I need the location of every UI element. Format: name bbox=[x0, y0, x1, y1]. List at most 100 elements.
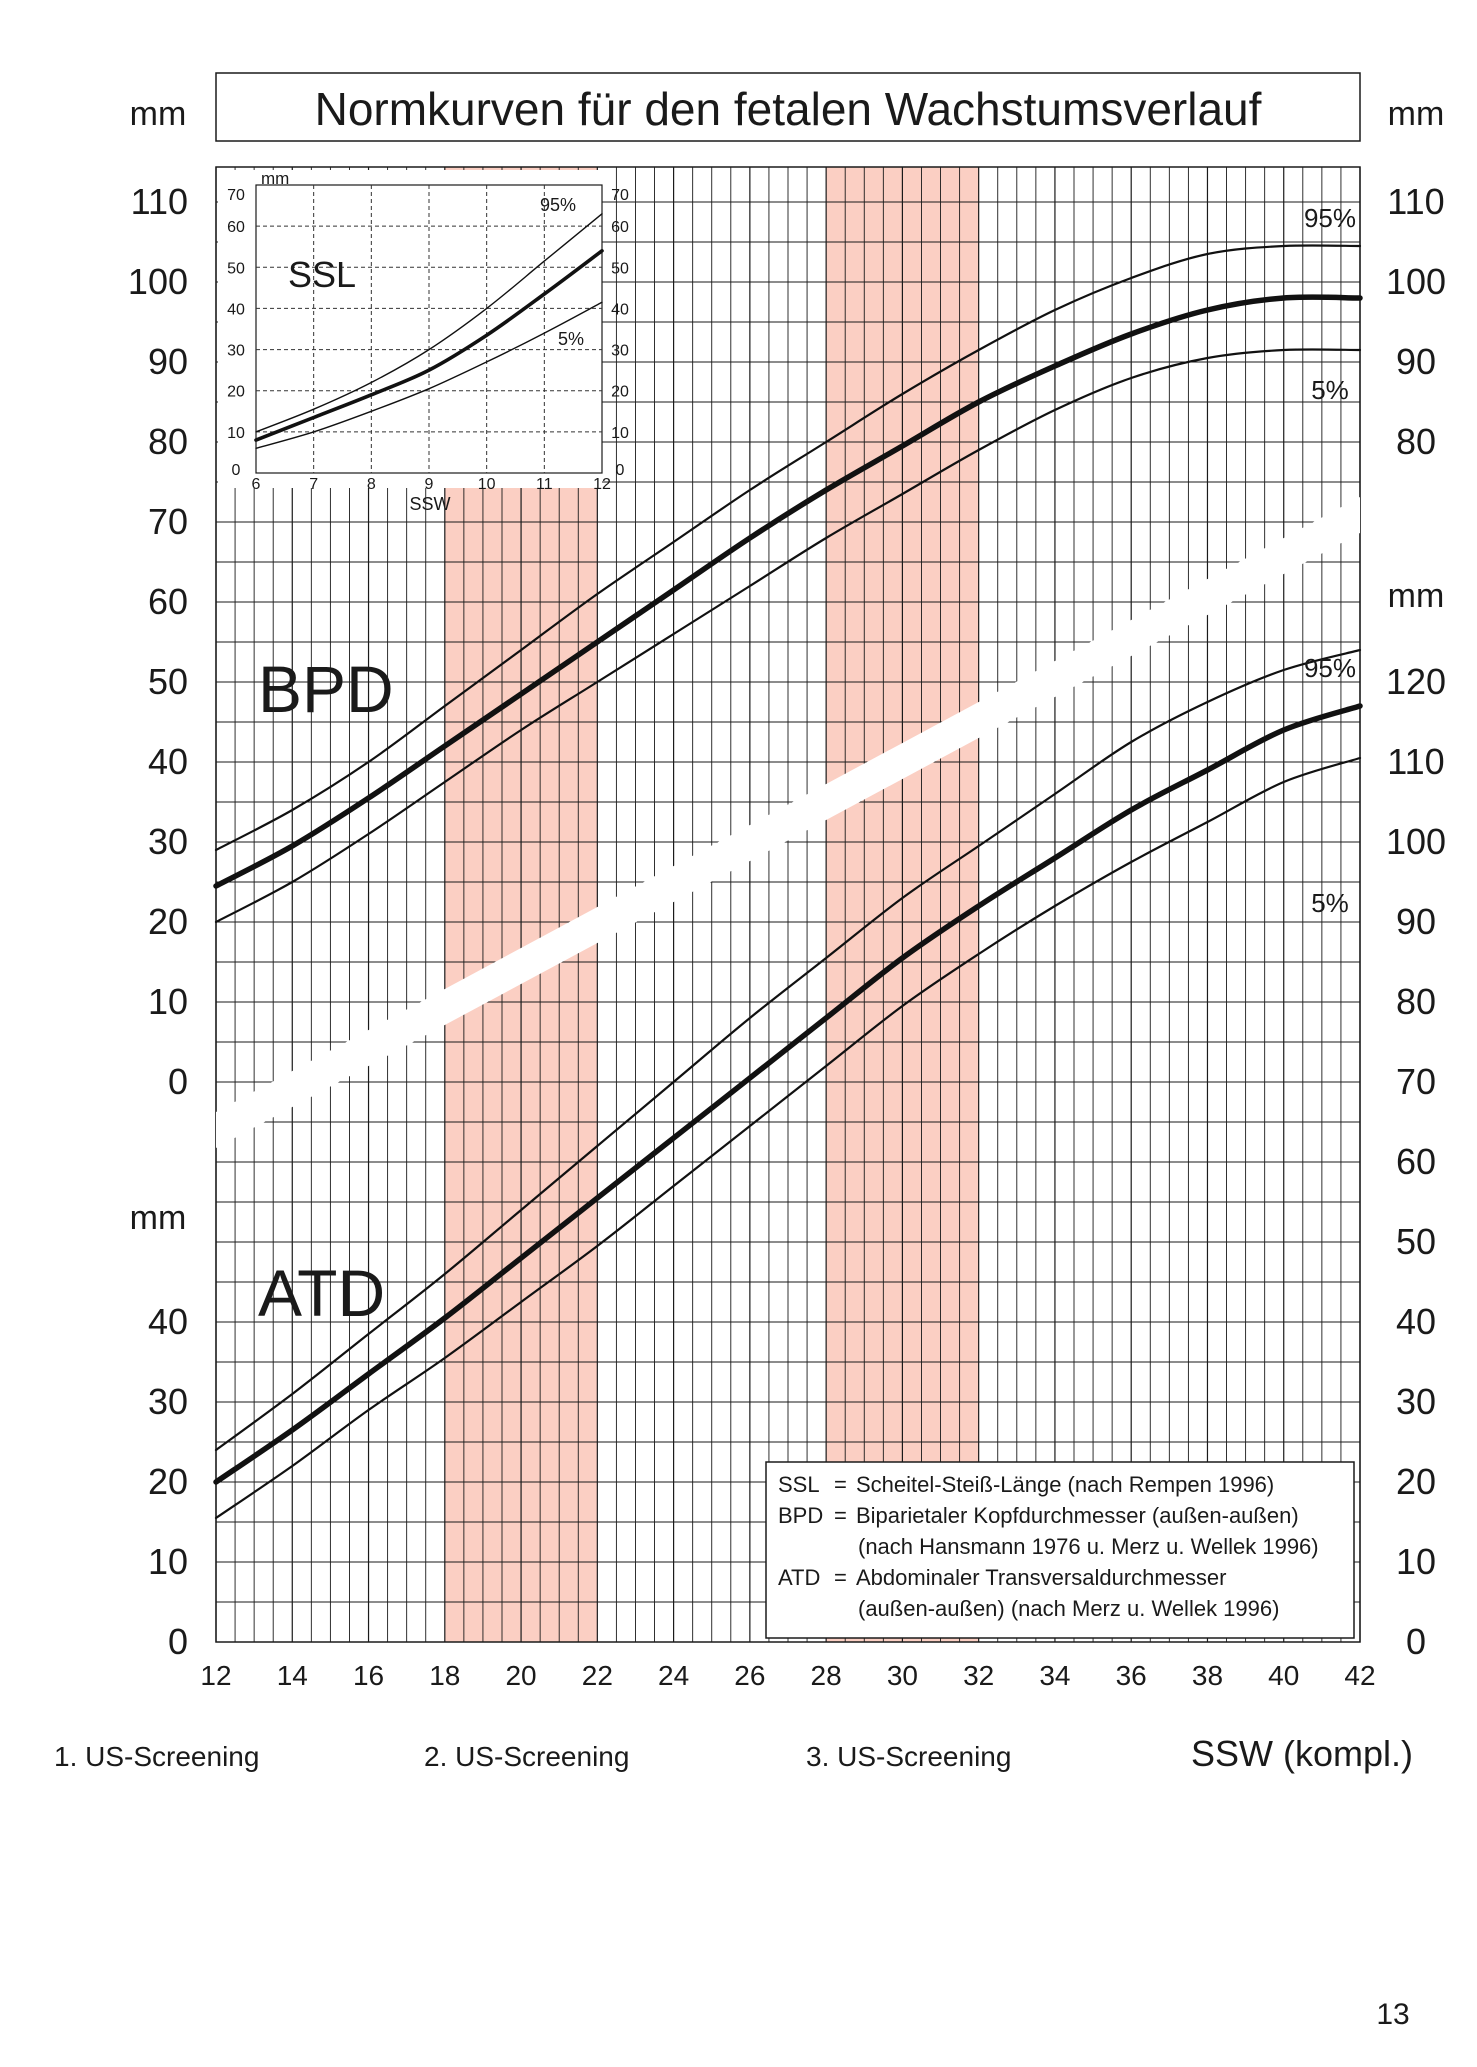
atd-5-label: 5% bbox=[1311, 888, 1349, 918]
x-tick: 32 bbox=[963, 1660, 994, 1691]
legend-box: SSL = Scheitel-Steiß-Länge (nach Rempen 19… bbox=[765, 1461, 1355, 1639]
legend-text: Biparietaler Kopfdurchmesser (außen-auße… bbox=[856, 1503, 1299, 1528]
page-number: 13 bbox=[1376, 1998, 1409, 2031]
atd-label: ATD bbox=[258, 1256, 385, 1330]
atd-unit-label-left: mm bbox=[130, 1199, 187, 1237]
ssl-y-tick-left: 60 bbox=[227, 219, 245, 236]
x-tick: 20 bbox=[505, 1660, 536, 1691]
atd-curve-95pct bbox=[214, 648, 1362, 1452]
atd-left-y-tick: 20 bbox=[148, 1461, 188, 1502]
atd-left-y-tick: 10 bbox=[148, 1541, 188, 1582]
ssl-y-tick-right: 20 bbox=[611, 384, 629, 401]
bpd-y-tick: 0 bbox=[168, 1061, 188, 1102]
ssl-y-tick-left: 20 bbox=[227, 384, 245, 401]
ssl-y-tick-right: 50 bbox=[611, 260, 629, 277]
ssl-y-tick-right: 10 bbox=[611, 425, 629, 442]
ssl-y-tick-right: 30 bbox=[611, 343, 629, 360]
bpd-curve-95pct bbox=[214, 244, 1362, 852]
atd-left-tick-labels: 0 10 20 30 40 bbox=[148, 1301, 188, 1662]
bpd-y-tick: 40 bbox=[148, 741, 188, 782]
title-box bbox=[215, 72, 1361, 142]
bpd-curve-5pct bbox=[214, 348, 1362, 924]
ssl-y-tick-right: 40 bbox=[611, 301, 629, 318]
ssl-label: SSL bbox=[288, 254, 356, 295]
legend-text: Abdominaler Transversaldurchmesser bbox=[856, 1565, 1227, 1590]
bpd-label: BPD bbox=[258, 652, 394, 726]
screening-label-2: 2. US-Screening bbox=[424, 1741, 629, 1772]
bpd-right-y-tick: 90 bbox=[1396, 341, 1436, 382]
bpd-y-tick: 80 bbox=[148, 421, 188, 462]
ssl-x-tick: 7 bbox=[309, 476, 318, 493]
ssl-x-tick: 12 bbox=[593, 476, 611, 493]
bpd-y-tick: 20 bbox=[148, 901, 188, 942]
ssl-5-label: 5% bbox=[558, 329, 584, 349]
x-tick-labels: 12 14 16 18 20 22 24 26 28 30 32 34 36 38 40 42 bbox=[200, 1660, 1375, 1691]
ssl-y-tick-left: 0 bbox=[232, 462, 241, 479]
x-tick: 36 bbox=[1116, 1660, 1147, 1691]
ssl-y-tick-left: 50 bbox=[227, 260, 245, 277]
ssl-curve-50pct bbox=[254, 249, 604, 442]
ssl-y-tick-left: 40 bbox=[227, 301, 245, 318]
ssl-grid bbox=[255, 184, 603, 474]
ssl-x-tick: 6 bbox=[252, 476, 261, 493]
x-tick: 16 bbox=[353, 1660, 384, 1691]
bpd-right-y-tick: 110 bbox=[1387, 181, 1444, 222]
legend-eq: = bbox=[834, 1565, 847, 1590]
ssl-x-tick: 9 bbox=[425, 476, 434, 493]
screening-label-1: 1. US-Screening bbox=[54, 1741, 259, 1772]
ssl-curve-5pct bbox=[255, 301, 603, 449]
x-tick: 38 bbox=[1192, 1660, 1223, 1691]
atd-curves bbox=[213, 648, 1363, 1520]
ssl-y-tick-left: 10 bbox=[227, 425, 245, 442]
bpd-unit-label-right: mm bbox=[1388, 95, 1445, 133]
ssl-x-tick: 11 bbox=[536, 476, 553, 493]
x-tick: 30 bbox=[887, 1660, 918, 1691]
bpd-right-y-tick: 80 bbox=[1396, 421, 1436, 462]
plot-frame bbox=[215, 166, 1361, 1643]
atd-right-y-tick: 50 bbox=[1396, 1221, 1436, 1262]
bpd-95-label: 95% bbox=[1304, 203, 1356, 233]
ssl-y-tick-right: 60 bbox=[611, 219, 629, 236]
atd-right-y-tick: 20 bbox=[1396, 1461, 1436, 1502]
x-tick: 18 bbox=[429, 1660, 460, 1691]
x-tick: 26 bbox=[734, 1660, 765, 1691]
bpd-y-tick: 90 bbox=[148, 341, 188, 382]
atd-left-y-tick: 40 bbox=[148, 1301, 188, 1342]
x-tick: 22 bbox=[582, 1660, 613, 1691]
bpd-y-tick: 30 bbox=[148, 821, 188, 862]
ssl-y-tick-labels: 0 0 10 10 20 20 30 30 40 40 50 50 60 60 70 70 bbox=[227, 187, 629, 479]
chart-title: Normkurven für den fetalen Wachstumsverl… bbox=[315, 83, 1262, 135]
ssl-y-tick-right: 70 bbox=[611, 187, 629, 204]
atd-right-y-tick: 0 bbox=[1406, 1621, 1426, 1662]
x-tick: 40 bbox=[1268, 1660, 1299, 1691]
bpd-right-y-tick: 100 bbox=[1386, 261, 1446, 302]
legend-eq: = bbox=[834, 1503, 847, 1528]
atd-right-y-tick: 70 bbox=[1396, 1061, 1436, 1102]
atd-right-y-tick: 100 bbox=[1386, 821, 1446, 862]
x-tick: 42 bbox=[1344, 1660, 1375, 1691]
bpd-y-tick: 10 bbox=[148, 981, 188, 1022]
x-tick: 14 bbox=[277, 1660, 308, 1691]
bpd-5-label: 5% bbox=[1311, 375, 1349, 405]
legend-text: (nach Hansmann 1976 u. Merz u. Wellek 19… bbox=[858, 1534, 1319, 1559]
bpd-curves bbox=[213, 244, 1363, 924]
atd-right-y-tick: 110 bbox=[1387, 741, 1444, 782]
atd-right-y-tick: 30 bbox=[1396, 1381, 1436, 1422]
atd-right-y-tick: 10 bbox=[1396, 1541, 1436, 1582]
bpd-y-tick: 60 bbox=[148, 581, 188, 622]
ssl-x-tick-labels: 6 7 8 9 10 11 12 bbox=[252, 476, 611, 493]
legend-abbr: ATD bbox=[778, 1565, 820, 1590]
ssl-95-label: 95% bbox=[540, 195, 576, 215]
ssl-x-tick: 10 bbox=[478, 476, 496, 493]
atd-right-y-tick: 60 bbox=[1396, 1141, 1436, 1182]
bpd-unit-label-left: mm bbox=[130, 95, 187, 133]
section-separator-stripe bbox=[216, 497, 1360, 1148]
legend-frame bbox=[765, 1461, 1355, 1639]
bpd-y-tick: 100 bbox=[128, 261, 188, 302]
atd-right-y-tick: 80 bbox=[1396, 981, 1436, 1022]
x-tick: 24 bbox=[658, 1660, 689, 1691]
legend-text: Scheitel-Steiß-Länge (nach Rempen 1996) bbox=[856, 1472, 1274, 1497]
bpd-y-tick: 50 bbox=[148, 661, 188, 702]
